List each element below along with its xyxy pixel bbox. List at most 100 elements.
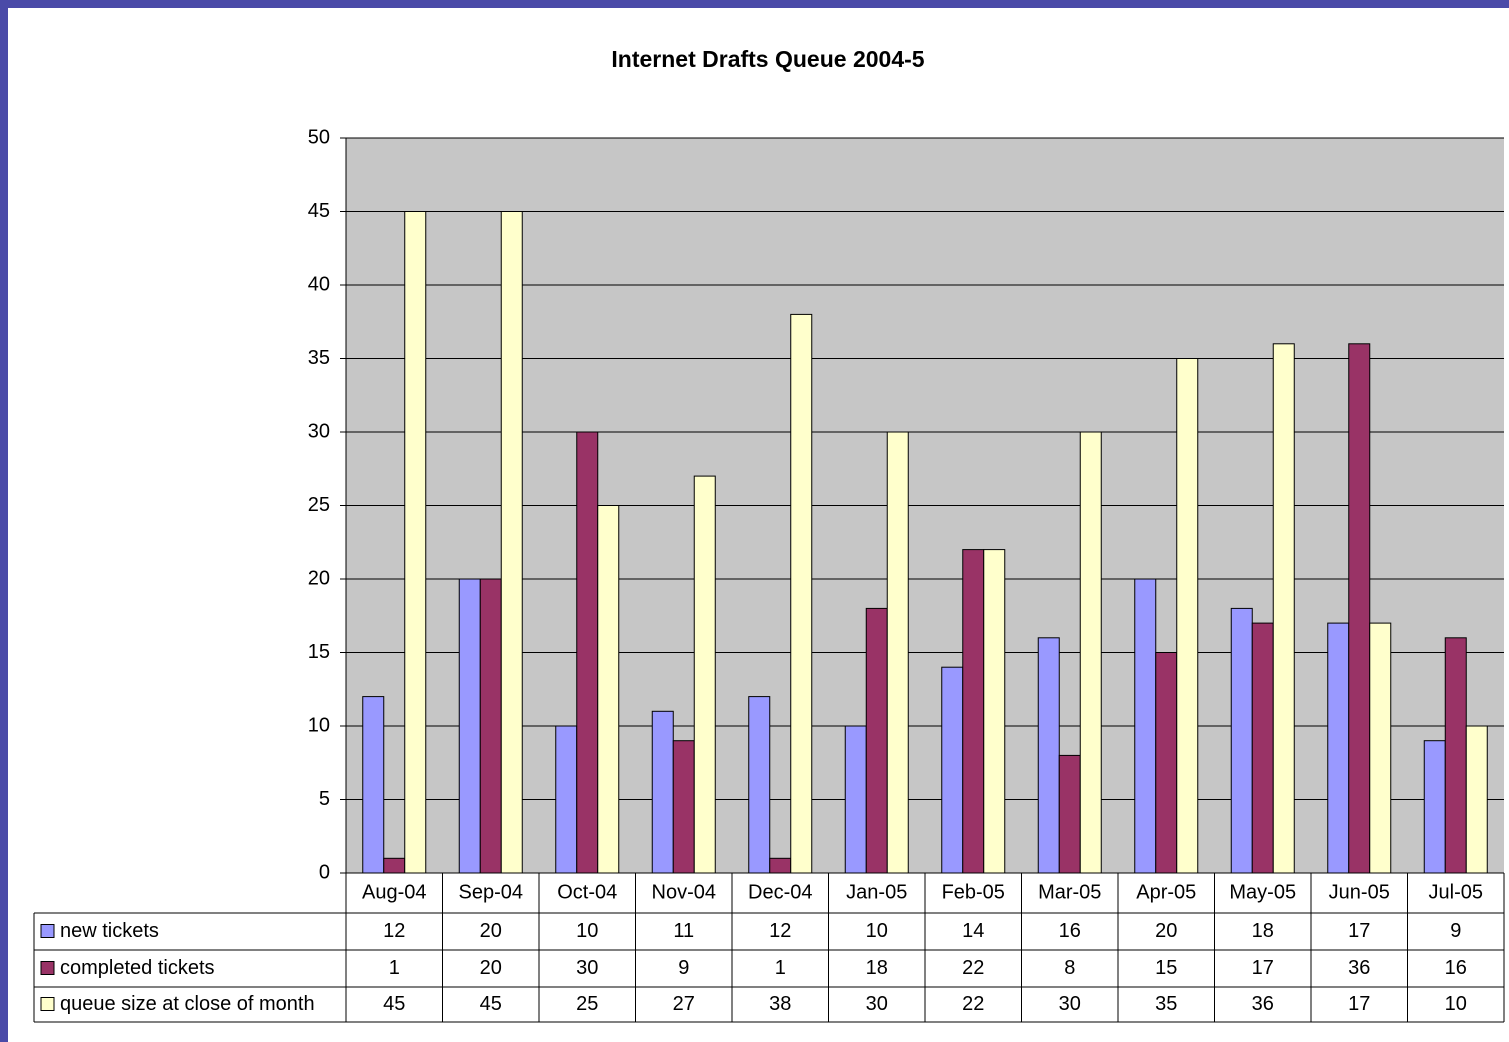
- table-value: 30: [576, 957, 598, 979]
- table-value: 14: [962, 920, 984, 942]
- y-tick-label: 45: [308, 200, 330, 222]
- table-value: 36: [1252, 993, 1274, 1015]
- bar: [941, 666, 964, 874]
- x-tick-label: Jan-05: [846, 881, 907, 903]
- x-tick-label: Oct-04: [557, 881, 617, 903]
- bar: [1037, 637, 1060, 874]
- table-value: 22: [962, 957, 984, 979]
- bar: [1155, 652, 1178, 874]
- table-value: 17: [1252, 957, 1274, 979]
- bar: [1230, 607, 1253, 874]
- legend-label: completed tickets: [60, 957, 215, 979]
- bar: [1176, 358, 1199, 874]
- x-tick-label: May-05: [1229, 881, 1296, 903]
- x-tick-label: Sep-04: [459, 881, 524, 903]
- table-value: 17: [1348, 993, 1370, 1015]
- legend-label: new tickets: [60, 920, 159, 942]
- y-tick-label: 0: [319, 861, 330, 883]
- bar: [693, 475, 716, 874]
- bar: [1251, 622, 1274, 874]
- bar: [672, 740, 695, 874]
- table-value: 16: [1445, 957, 1467, 979]
- x-tick-label: Apr-05: [1136, 881, 1196, 903]
- table-value: 16: [1059, 920, 1081, 942]
- bar: [555, 725, 578, 874]
- left-border: [0, 0, 8, 1042]
- bar: [1058, 754, 1081, 874]
- bar: [362, 696, 385, 874]
- x-tick-label: Nov-04: [652, 881, 716, 903]
- table-value: 20: [480, 957, 502, 979]
- bar: [1369, 622, 1392, 874]
- table-value: 10: [1445, 993, 1467, 1015]
- bar: [962, 549, 985, 874]
- y-tick-label: 5: [319, 788, 330, 810]
- x-tick-label: Aug-04: [362, 881, 427, 903]
- bar: [1348, 343, 1371, 874]
- table-value: 30: [866, 993, 888, 1015]
- bar: [597, 505, 620, 874]
- bar: [651, 710, 674, 874]
- bar: [983, 549, 1006, 874]
- bar: [748, 696, 771, 874]
- legend-key: [40, 924, 55, 938]
- bar: [865, 607, 888, 874]
- table-value: 12: [383, 920, 405, 942]
- table-value: 38: [769, 993, 791, 1015]
- legend-label: queue size at close of month: [60, 993, 315, 1015]
- x-tick-label: Mar-05: [1038, 881, 1101, 903]
- bar: [1423, 740, 1446, 874]
- bar: [886, 431, 909, 874]
- y-tick-label: 10: [308, 714, 330, 736]
- table-value: 9: [1450, 920, 1461, 942]
- table-value: 20: [1155, 920, 1177, 942]
- y-tick-label: 30: [308, 420, 330, 442]
- y-tick-label: 15: [308, 641, 330, 663]
- y-tick-label: 25: [308, 494, 330, 516]
- x-tick-label: Feb-05: [942, 881, 1005, 903]
- bar: [769, 857, 792, 874]
- y-tick-label: 40: [308, 273, 330, 295]
- bar: [404, 211, 427, 874]
- legend-key: [40, 961, 55, 975]
- bar: [1079, 431, 1102, 874]
- table-value: 18: [1252, 920, 1274, 942]
- table-value: 17: [1348, 920, 1370, 942]
- table-value: 36: [1348, 957, 1370, 979]
- table-value: 27: [673, 993, 695, 1015]
- bar: [1327, 622, 1350, 874]
- table-value: 18: [866, 957, 888, 979]
- table-value: 45: [383, 993, 405, 1015]
- table-value: 12: [769, 920, 791, 942]
- table-value: 22: [962, 993, 984, 1015]
- bar: [1444, 637, 1467, 874]
- y-tick-label: 35: [308, 347, 330, 369]
- table-value: 30: [1059, 993, 1081, 1015]
- table-value: 1: [389, 957, 400, 979]
- bar: [383, 857, 406, 874]
- bar: [479, 578, 502, 874]
- x-tick-label: Jun-05: [1329, 881, 1390, 903]
- bar: [458, 578, 481, 874]
- legend-key: [40, 997, 55, 1011]
- bar: [576, 431, 599, 874]
- table-value: 15: [1155, 957, 1177, 979]
- bar: [790, 313, 813, 874]
- table-value: 9: [678, 957, 689, 979]
- table-value: 8: [1064, 957, 1075, 979]
- bar: [844, 725, 867, 874]
- x-tick-label: Dec-04: [748, 881, 812, 903]
- table-value: 45: [480, 993, 502, 1015]
- table-value: 10: [866, 920, 888, 942]
- y-tick-label: 50: [308, 126, 330, 148]
- table-value: 20: [480, 920, 502, 942]
- bar: [500, 211, 523, 874]
- chart-title: Internet Drafts Queue 2004-5: [611, 46, 924, 72]
- table-value: 25: [576, 993, 598, 1015]
- table-value: 1: [775, 957, 786, 979]
- table-value: 35: [1155, 993, 1177, 1015]
- top-border: [0, 0, 1509, 8]
- bar: [1465, 725, 1488, 874]
